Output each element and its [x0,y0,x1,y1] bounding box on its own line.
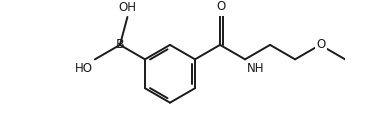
Text: OH: OH [118,1,137,14]
Text: HO: HO [75,62,93,75]
Text: B: B [116,38,124,51]
Text: O: O [216,0,226,13]
Text: O: O [316,38,326,51]
Text: NH: NH [247,62,264,75]
